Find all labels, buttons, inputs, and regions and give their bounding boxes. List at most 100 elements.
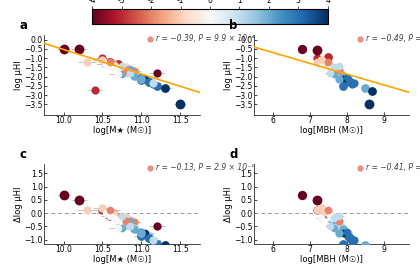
Point (347, 236, 354, 241)
Point (339, 73, 346, 78)
Point (138, 78, 144, 83)
Point (347, 80, 354, 85)
Point (332, 66, 339, 71)
Point (118, 72, 125, 76)
Point (153, 241, 160, 246)
Point (365, 269, 372, 274)
Point (314, 60, 320, 64)
Point (115, 61, 121, 66)
Point (115, 225, 121, 230)
Point (130, 220, 137, 225)
Point (325, 60, 331, 64)
Point (325, 209, 331, 214)
Point (339, 241, 346, 246)
Point (130, 225, 137, 230)
Point (343, 229, 350, 234)
Point (332, 216, 339, 221)
X-axis label: log[M★ (M☉)]: log[M★ (M☉)] (93, 255, 151, 264)
Point (321, 209, 328, 214)
Point (339, 231, 346, 235)
Point (111, 62, 118, 67)
Point (107, 60, 113, 64)
Point (343, 74, 350, 79)
Point (325, 212, 331, 217)
Point (107, 63, 113, 68)
Point (150, 81, 156, 85)
Point (107, 213, 113, 218)
Point (138, 76, 144, 81)
Point (326, 213, 333, 218)
Point (161, 85, 168, 90)
Point (339, 76, 346, 81)
Point (345, 76, 352, 81)
Point (177, 269, 184, 274)
Point (326, 71, 333, 75)
Point (336, 213, 343, 218)
Point (107, 60, 113, 64)
Point (115, 215, 121, 219)
Point (115, 218, 121, 222)
Point (336, 221, 343, 226)
Point (130, 73, 137, 78)
Point (115, 216, 121, 221)
Point (142, 231, 149, 235)
Point (347, 80, 354, 85)
Point (319, 206, 326, 210)
Point (103, 61, 110, 66)
Point (319, 58, 326, 62)
Point (103, 211, 110, 215)
Point (365, 102, 372, 107)
Text: b: b (229, 19, 237, 32)
Point (122, 68, 129, 73)
Point (130, 73, 137, 77)
Point (177, 102, 184, 107)
Point (339, 227, 346, 231)
Point (339, 84, 346, 88)
Y-axis label: log μHI: log μHI (224, 60, 233, 90)
Point (146, 80, 152, 85)
Point (314, 208, 320, 213)
Point (299, 47, 305, 51)
Point (76, 198, 82, 202)
Point (138, 231, 144, 235)
Point (111, 65, 118, 70)
Point (325, 211, 331, 215)
Point (328, 67, 335, 71)
Point (326, 62, 333, 67)
Point (122, 215, 129, 219)
Point (325, 208, 331, 213)
Point (99, 208, 106, 213)
Point (115, 65, 121, 70)
Point (146, 236, 152, 241)
Point (91, 248, 98, 253)
Point (330, 72, 337, 76)
Point (138, 229, 144, 234)
Text: r = −0.41, P = 4.6 × 10⁻⁴: r = −0.41, P = 4.6 × 10⁻⁴ (366, 163, 420, 172)
Point (126, 219, 133, 223)
Point (330, 65, 337, 70)
Point (314, 48, 320, 52)
Point (326, 224, 333, 228)
Point (317, 58, 324, 62)
Point (336, 68, 343, 73)
Point (336, 231, 343, 235)
Point (130, 69, 137, 73)
Point (103, 209, 110, 214)
Point (328, 216, 335, 221)
Point (345, 78, 352, 83)
Point (351, 81, 357, 85)
Point (76, 47, 82, 51)
X-axis label: log[M★ (M☉)]: log[M★ (M☉)] (93, 126, 151, 136)
Point (111, 211, 118, 215)
Point (111, 61, 118, 66)
Point (60, 47, 67, 51)
Point (146, 236, 152, 241)
Text: c: c (19, 148, 26, 161)
Point (345, 234, 352, 238)
Point (349, 239, 355, 243)
Point (150, 82, 156, 86)
Point (118, 68, 125, 73)
Point (118, 64, 125, 69)
Point (138, 75, 144, 80)
Point (138, 229, 144, 234)
